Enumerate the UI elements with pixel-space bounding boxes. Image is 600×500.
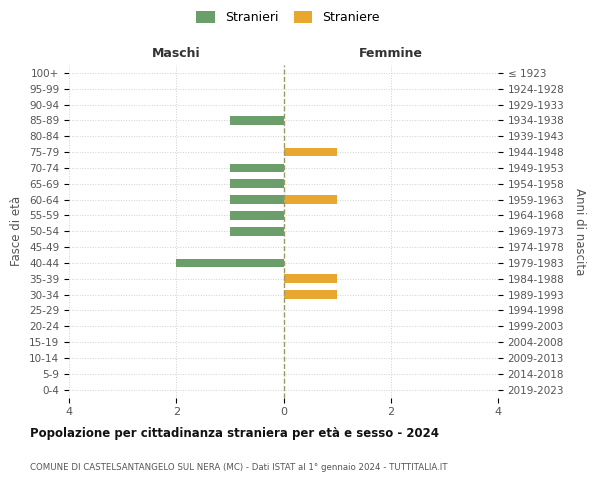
Y-axis label: Anni di nascita: Anni di nascita [573,188,586,275]
Bar [230,180,284,188]
Bar [230,211,284,220]
Bar [284,148,337,156]
Y-axis label: Fasce di età: Fasce di età [10,196,23,266]
Text: Maschi: Maschi [152,47,200,60]
Bar [176,258,284,268]
Legend: Stranieri, Straniere: Stranieri, Straniere [191,6,385,29]
Bar [284,274,337,283]
Bar [230,116,284,125]
Bar [284,195,337,204]
Bar [284,290,337,299]
Bar [230,164,284,172]
Text: COMUNE DI CASTELSANTANGELO SUL NERA (MC) - Dati ISTAT al 1° gennaio 2024 - TUTTI: COMUNE DI CASTELSANTANGELO SUL NERA (MC)… [30,462,448,471]
Bar [230,227,284,235]
Text: Popolazione per cittadinanza straniera per età e sesso - 2024: Popolazione per cittadinanza straniera p… [30,428,439,440]
Bar [230,195,284,204]
Text: Femmine: Femmine [359,47,423,60]
